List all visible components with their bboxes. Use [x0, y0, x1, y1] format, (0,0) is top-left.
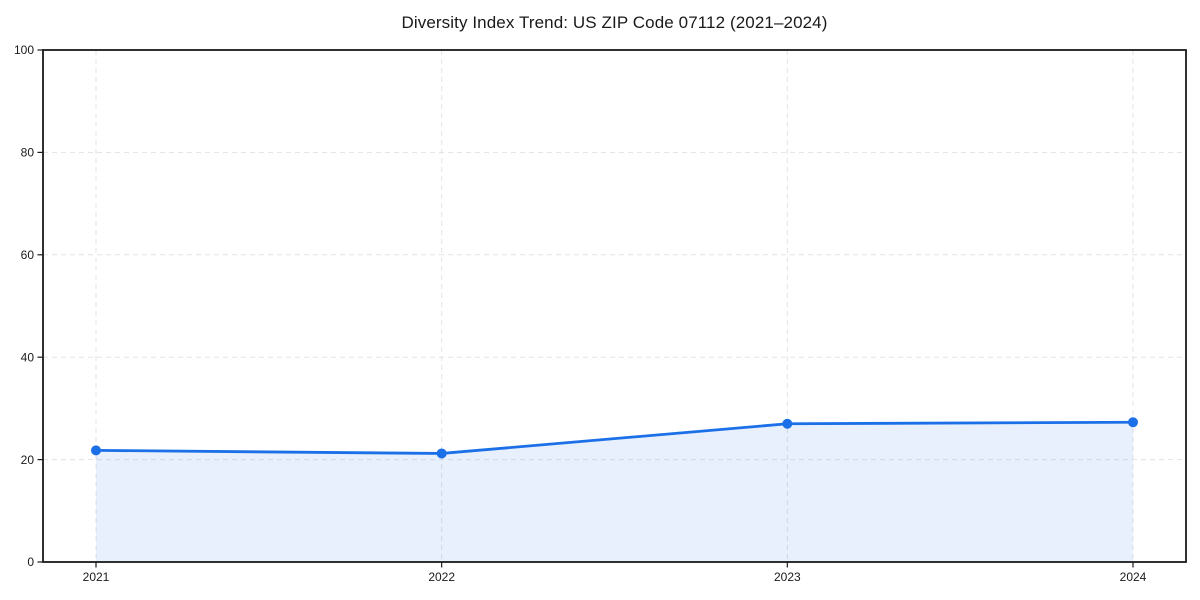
- area-fill: [96, 422, 1133, 562]
- data-line: [94, 420, 1135, 455]
- y-tick-label: 0: [27, 555, 34, 569]
- x-tick-label: 2023: [774, 570, 801, 584]
- data-point: [91, 445, 101, 456]
- y-tick-label: 60: [21, 248, 35, 262]
- data-point: [782, 418, 793, 429]
- chart-title: Diversity Index Trend: US ZIP Code 07112…: [401, 13, 828, 32]
- y-tick-label: 80: [21, 146, 35, 160]
- data-point: [436, 448, 447, 459]
- y-tick-label: 40: [21, 350, 35, 364]
- y-tick-label: 20: [21, 453, 35, 467]
- y-tick-label: 100: [14, 43, 34, 57]
- plot-border: [42, 49, 1187, 563]
- x-tick-label: 2022: [428, 570, 455, 584]
- data-point: [1128, 417, 1138, 428]
- x-tick-label: 2021: [83, 570, 110, 584]
- x-tick-label: 2024: [1120, 570, 1147, 584]
